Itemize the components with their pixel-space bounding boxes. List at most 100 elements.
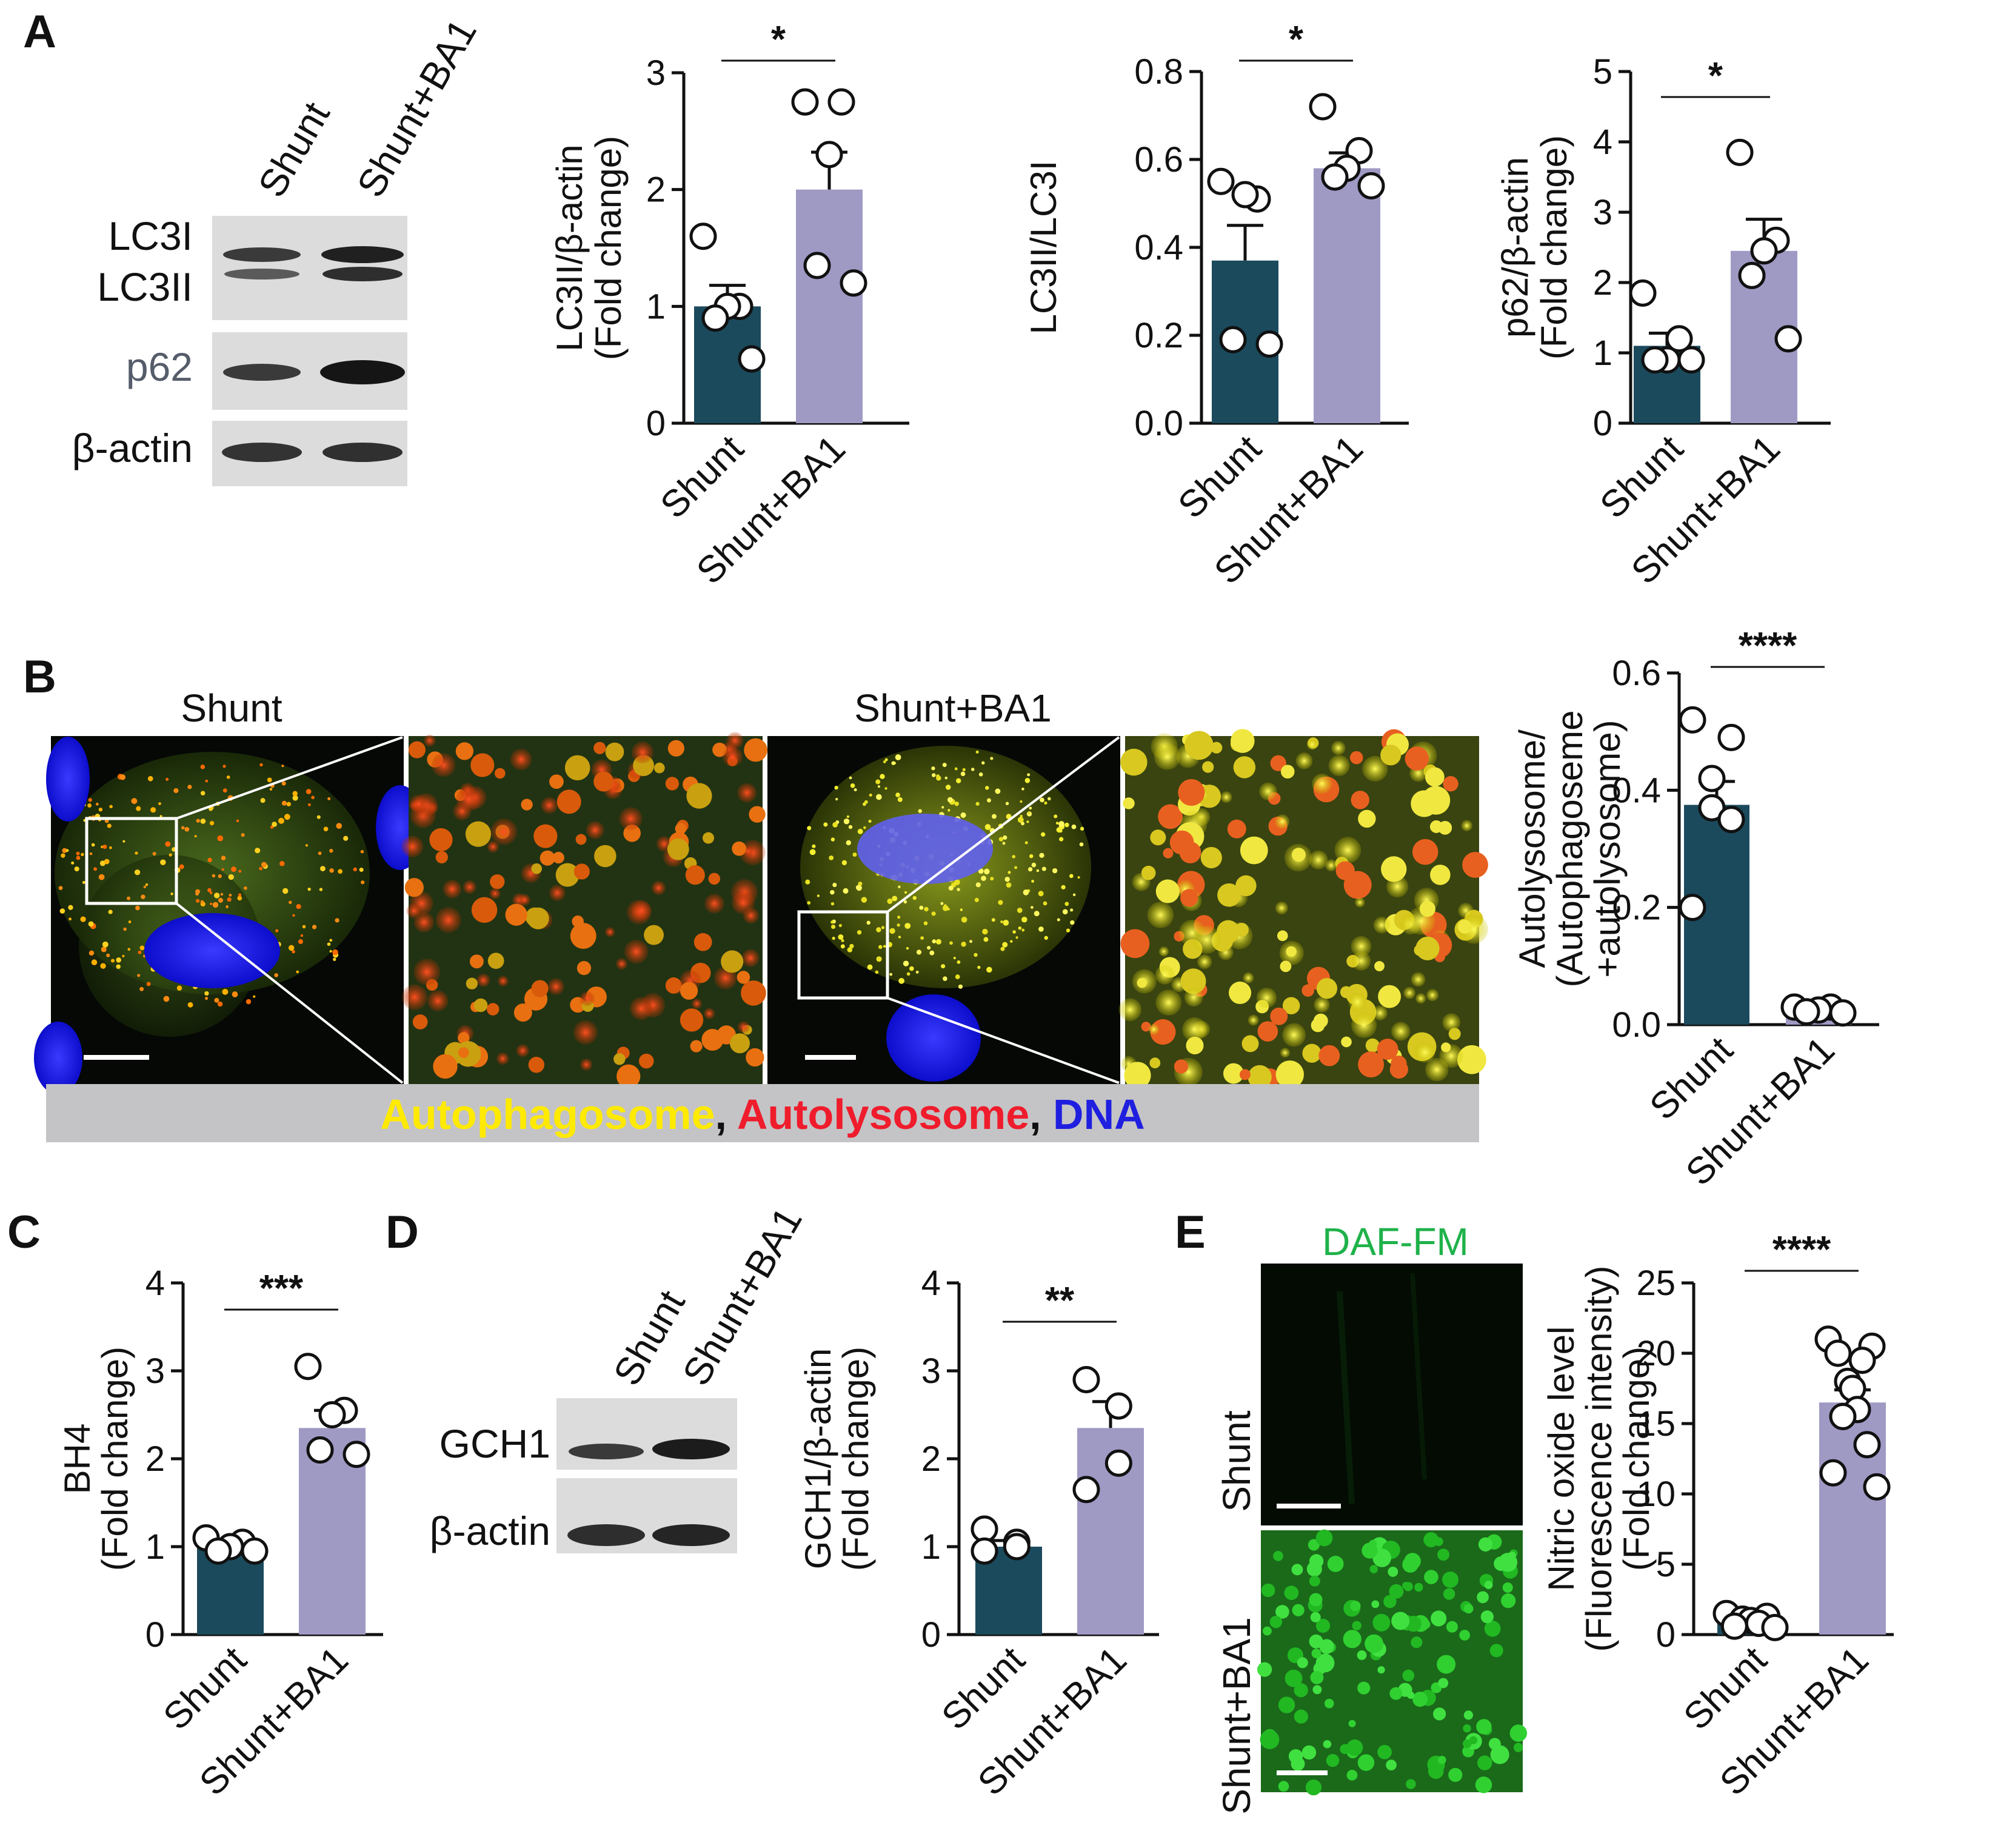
panel-letter-a: A: [23, 6, 56, 58]
fluorescence-puncta: [1373, 917, 1391, 934]
fluorescence-puncta: [1148, 1023, 1160, 1035]
fluorescence-puncta: [858, 882, 863, 886]
fluorescence-puncta: [1357, 1754, 1375, 1771]
fluorescence-puncta: [580, 1058, 593, 1071]
fluorescence-puncta: [1377, 1744, 1392, 1759]
fluorescence-puncta: [1202, 761, 1214, 773]
legend-autophagosome: Autophagosome: [380, 1091, 715, 1138]
fluorescence-puncta: [961, 916, 967, 923]
fluorescence-puncta: [721, 950, 744, 973]
fluorescence-puncta: [1038, 926, 1044, 932]
fluorescence-puncta: [463, 880, 476, 894]
band: [652, 1524, 730, 1546]
fluorescence-puncta: [1021, 788, 1024, 791]
fluorescence-puncta: [1428, 1763, 1444, 1779]
fluorescence-puncta: [187, 1002, 193, 1008]
fluorescence-puncta: [593, 742, 606, 754]
fluorescence-puncta: [1388, 1566, 1398, 1577]
panel-letter-b: B: [23, 651, 56, 703]
fluorescence-puncta: [1021, 928, 1025, 932]
fluorescence-puncta: [1463, 1604, 1474, 1614]
fluorescence-puncta: [196, 899, 200, 903]
fluorescence-puncta: [737, 783, 757, 803]
data-point: [1003, 1533, 1031, 1561]
fluorescence-puncta: [949, 941, 953, 945]
fluorescence-puncta: [205, 779, 209, 783]
fluorescence-puncta: [549, 774, 564, 789]
y-tick-label: 1: [145, 1527, 165, 1567]
fluorescence-puncta: [513, 1003, 532, 1022]
fluorescence-puncta: [176, 985, 182, 991]
fluorescence-puncta: [458, 1032, 470, 1044]
fluorescence-puncta: [1234, 923, 1249, 937]
chart-autolysosome-ratio: 0.0 0.2 0.4 0.6 Autolysosome/(Autophagoseme+…: [1512, 625, 1879, 1194]
fluorescence-puncta: [1052, 868, 1058, 874]
legend-text: Autophagosome, Autolysosome, DNA: [380, 1091, 1144, 1138]
fluorescence-puncta: [473, 998, 488, 1013]
fluorescence-puncta: [300, 934, 304, 937]
fluorescence-puncta: [221, 868, 224, 871]
blot-label-p62: p62: [126, 344, 193, 389]
fluorescence-puncta: [881, 926, 885, 929]
fluorescence-puncta: [284, 814, 290, 820]
fluorescence-puncta: [701, 1028, 724, 1051]
fluorescence-puncta: [335, 918, 339, 923]
fluorescence-puncta: [1180, 889, 1198, 907]
fluorescence-puncta: [576, 961, 592, 976]
fluorescence-puncta: [329, 949, 332, 953]
fluorescence-puncta: [89, 852, 93, 855]
fluorescence-puncta: [95, 803, 99, 806]
fluorescence-puncta: [1437, 1655, 1456, 1674]
fluorescence-puncta: [1070, 920, 1075, 925]
fluorescence-puncta: [832, 883, 837, 888]
fluorescence-puncta: [1316, 978, 1338, 999]
fluorescence-puncta: [134, 869, 141, 875]
fluorescence-puncta: [1443, 776, 1458, 792]
fluorescence-puncta: [319, 888, 323, 891]
data-point: [204, 1537, 232, 1565]
fluorescence-puncta: [1383, 1595, 1397, 1609]
fluorescence-puncta: [956, 778, 961, 783]
fluorescence-puncta: [1003, 835, 1007, 840]
fluorescence-puncta: [181, 826, 185, 829]
fluorescence-puncta: [1229, 981, 1252, 1004]
fluorescence-puncta: [1502, 1582, 1513, 1593]
fluorescence-puncta: [1457, 1045, 1486, 1074]
fluorescence-puncta: [1141, 1022, 1151, 1032]
fluorescence-puncta: [274, 973, 279, 977]
fluorescence-puncta: [884, 787, 887, 790]
fluorescence-puncta: [329, 849, 333, 853]
fluorescence-puncta: [878, 945, 883, 949]
fluorescence-puncta: [680, 982, 698, 1000]
fluorescence-puncta: [316, 815, 321, 819]
fluorescence-puncta: [1034, 911, 1040, 917]
y-tick-label: 0.6: [1134, 140, 1183, 179]
fluorescence-puncta: [1150, 829, 1166, 846]
fluorescence-puncta: [883, 760, 886, 763]
data-point: [1219, 326, 1247, 353]
fluorescence-puncta: [1391, 1612, 1410, 1630]
fluorescence-puncta: [89, 950, 95, 956]
legend-autolysosome: Autolysosome: [737, 1091, 1029, 1138]
x-category-label: Shunt: [934, 1639, 1033, 1738]
fluorescence-puncta: [1064, 822, 1069, 828]
fluorescence-puncta: [555, 863, 580, 887]
fluorescence-puncta: [1319, 1639, 1334, 1654]
data-point: [306, 1436, 334, 1464]
fluorescence-puncta: [840, 944, 845, 949]
fluorescence-puncta: [848, 825, 853, 829]
fluorescence-puncta: [1308, 1539, 1320, 1551]
fluorescence-puncta: [1058, 829, 1063, 833]
fluorescence-puncta: [87, 803, 92, 808]
fluorescence-puncta: [846, 815, 849, 818]
y-tick-label: 5: [1656, 1545, 1676, 1584]
legend-dna: DNA: [1053, 1091, 1145, 1138]
fluorescence-puncta: [875, 970, 879, 974]
significance-label: *: [1289, 19, 1304, 61]
fluorescence-puncta: [312, 925, 317, 929]
fluorescence-puncta: [1412, 1692, 1428, 1707]
x-category-label: Shunt: [1171, 427, 1269, 526]
fluorescence-puncta: [667, 838, 689, 860]
